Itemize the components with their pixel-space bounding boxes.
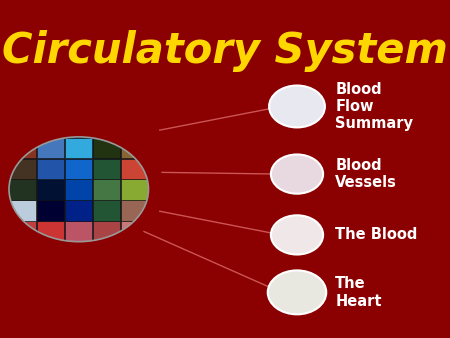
Text: Blood
Flow
Summary: Blood Flow Summary <box>335 81 413 131</box>
Text: Circulatory System: Circulatory System <box>2 30 448 72</box>
Text: The
Heart: The Heart <box>335 276 382 309</box>
Text: The Blood: The Blood <box>335 227 418 242</box>
Text: Blood
Vessels: Blood Vessels <box>335 158 397 190</box>
